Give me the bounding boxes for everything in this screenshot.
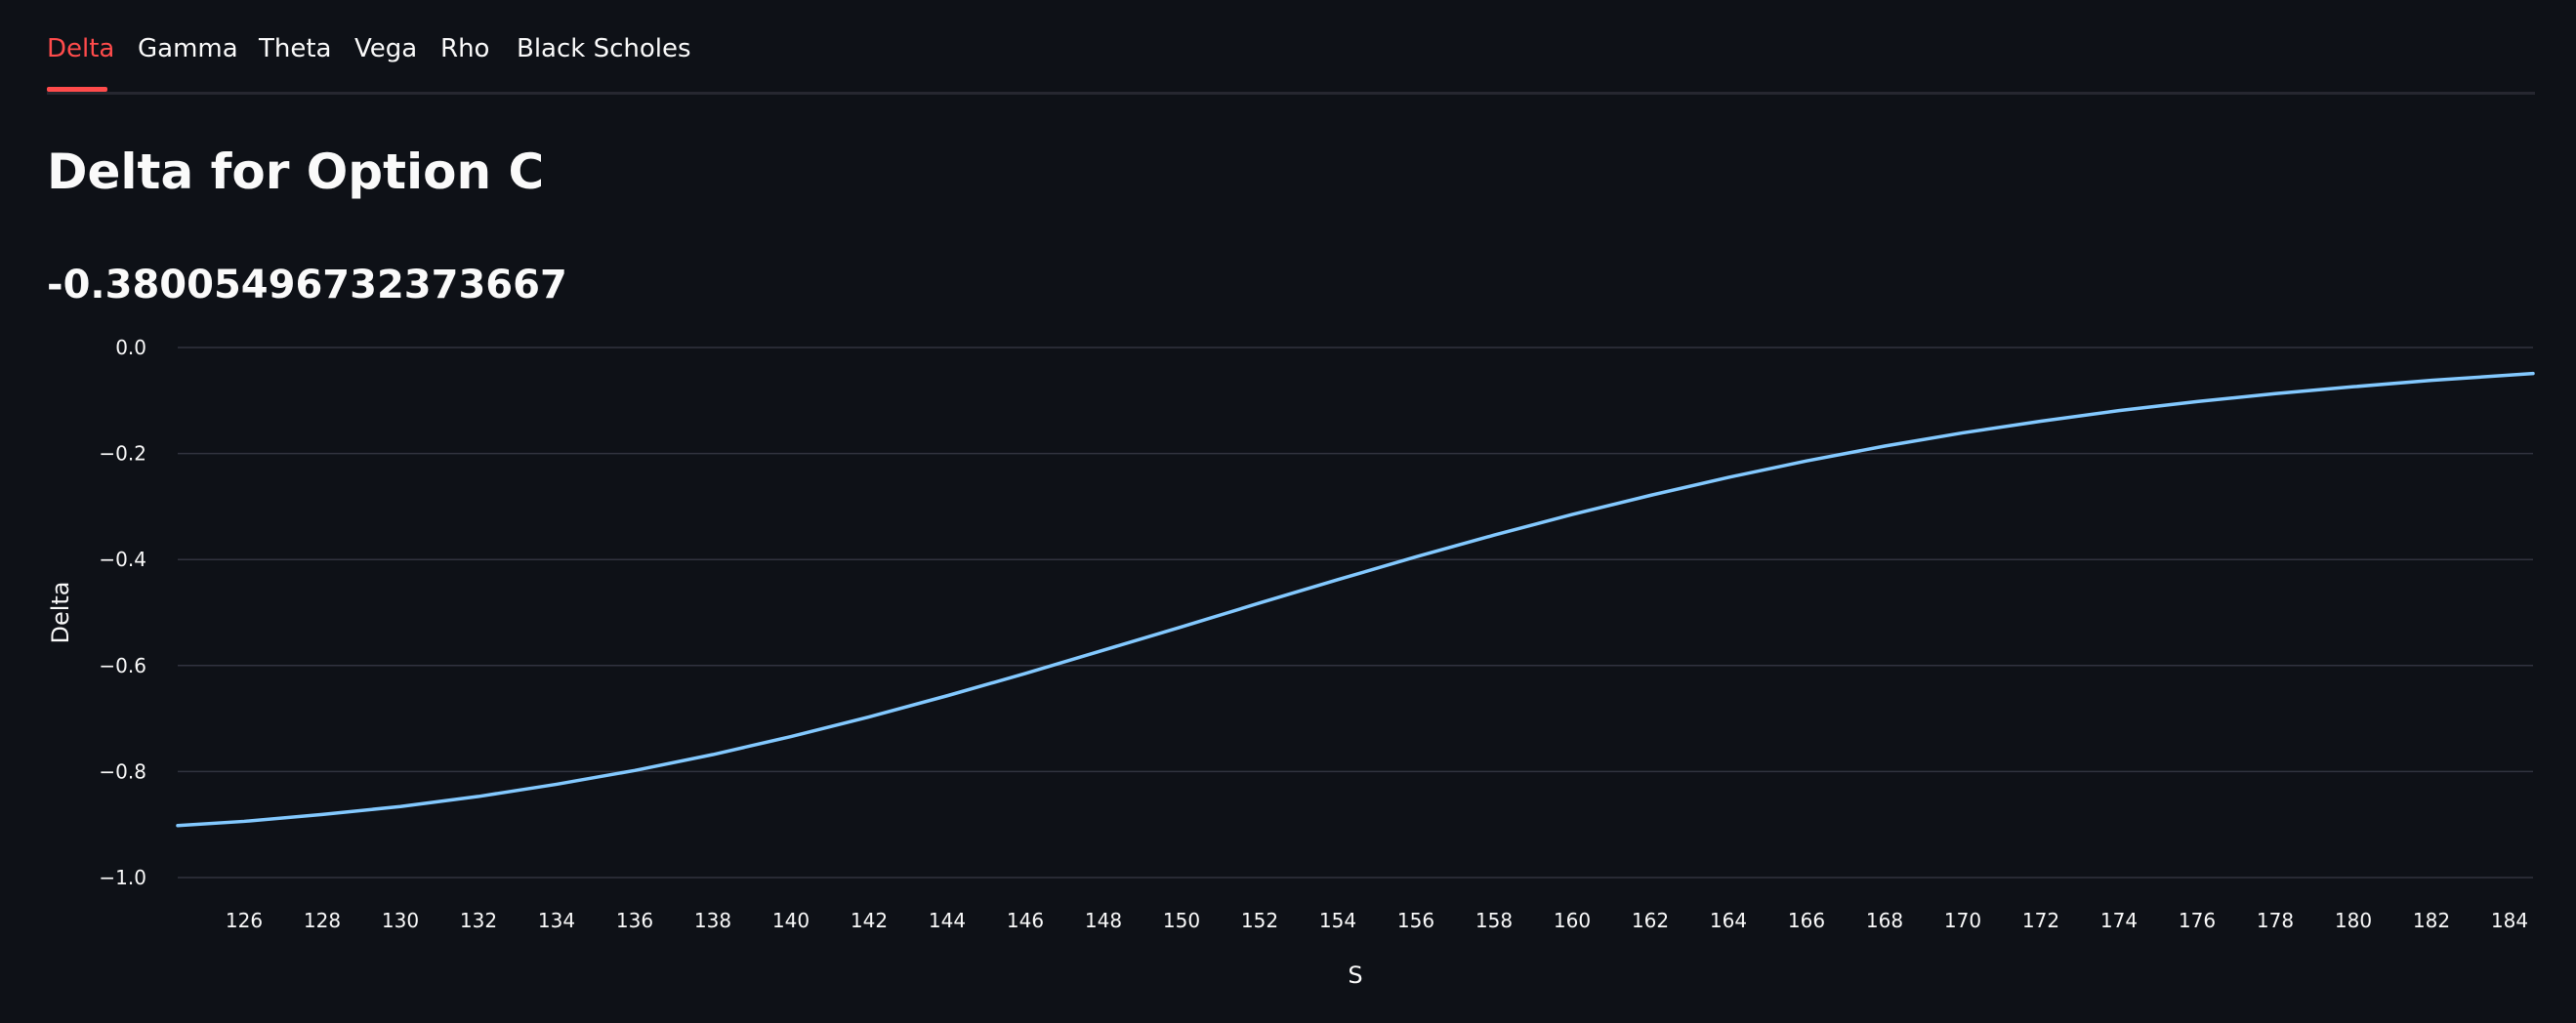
y-tick-label: −0.8 — [99, 759, 146, 783]
x-tick-label: 128 — [304, 909, 341, 932]
x-tick-label: 158 — [1475, 909, 1513, 932]
tab-theta[interactable]: Theta — [259, 34, 332, 63]
y-tick-label: −0.4 — [99, 548, 146, 571]
y-tick-label: 0.0 — [115, 336, 146, 359]
x-tick-label: 138 — [694, 909, 731, 932]
tab-black-scholes[interactable]: Black Scholes — [517, 34, 691, 63]
x-tick-label: 150 — [1163, 909, 1200, 932]
x-tick-label: 146 — [1007, 909, 1044, 932]
x-tick-label: 142 — [851, 909, 888, 932]
x-tick-label: 180 — [2335, 909, 2372, 932]
x-tick-label: 136 — [616, 909, 653, 932]
tab-gamma[interactable]: Gamma — [138, 34, 238, 63]
y-tick-label: −1.0 — [99, 866, 146, 889]
chart-series — [176, 371, 2535, 828]
tab-bar: Delta Gamma Theta Vega Rho Black Scholes — [47, 0, 2535, 95]
x-tick-label: 154 — [1319, 909, 1356, 932]
x-tick-label: 166 — [1788, 909, 1825, 932]
delta-series-line — [176, 371, 2535, 828]
x-tick-label: 130 — [382, 909, 419, 932]
x-tick-label: 184 — [2491, 909, 2528, 932]
x-axis-title: S — [1348, 962, 1362, 989]
tab-rho[interactable]: Rho — [440, 34, 490, 63]
tab-delta[interactable]: Delta — [47, 34, 115, 63]
chart-gridlines — [178, 347, 2533, 879]
x-tick-label: 178 — [2257, 909, 2294, 932]
x-tick-label: 162 — [1632, 909, 1669, 932]
x-tick-label: 156 — [1397, 909, 1434, 932]
x-tick-label: 182 — [2413, 909, 2450, 932]
x-tick-label: 164 — [1710, 909, 1747, 932]
x-tick-label: 144 — [929, 909, 966, 932]
x-tick-label: 126 — [226, 909, 263, 932]
x-tick-label: 148 — [1085, 909, 1122, 932]
y-tick-label: −0.6 — [99, 654, 146, 677]
x-tick-label: 174 — [2100, 909, 2138, 932]
x-tick-label: 170 — [1944, 909, 1981, 932]
y-axis-title: Delta — [47, 581, 74, 643]
x-tick-label: 160 — [1554, 909, 1591, 932]
y-tick-label: −0.2 — [99, 442, 146, 466]
x-tick-label: 176 — [2179, 909, 2216, 932]
tab-vega[interactable]: Vega — [354, 34, 418, 63]
x-tick-label: 168 — [1866, 909, 1903, 932]
x-axis-tick-labels: 126 128 130 132 134 136 138 140 142 144 146 148 150 1… — [226, 909, 2528, 932]
page-title: Delta for Option C — [47, 143, 545, 200]
x-tick-label: 132 — [460, 909, 497, 932]
x-tick-label: 134 — [538, 909, 575, 932]
x-tick-label: 140 — [772, 909, 810, 932]
x-tick-label: 172 — [2022, 909, 2059, 932]
y-axis-tick-labels: 0.0 −0.2 −0.4 −0.6 −0.8 −1.0 — [99, 336, 146, 889]
delta-value: -0.38005496732373667 — [47, 263, 567, 307]
active-tab-indicator — [47, 87, 107, 92]
x-tick-label: 152 — [1241, 909, 1278, 932]
